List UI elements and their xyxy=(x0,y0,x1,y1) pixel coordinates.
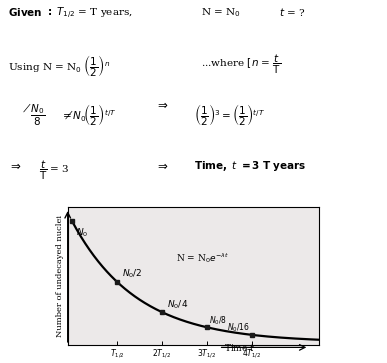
Text: $= \not{N}_0\!\left(\dfrac{1}{2}\right)^{t/T}$: $= \not{N}_0\!\left(\dfrac{1}{2}\right)^… xyxy=(60,102,116,128)
Text: $\mathbf{Time,}$ $\mathit{t}$ $\mathbf{= 3\ T\ years}$: $\mathbf{Time,}$ $\mathit{t}$ $\mathbf{=… xyxy=(194,159,306,172)
Text: N = N$_0$: N = N$_0$ xyxy=(201,6,241,19)
Text: $\dfrac{\not{N}_0}{8}$: $\dfrac{\not{N}_0}{8}$ xyxy=(23,102,46,128)
Text: $\mathbf{Given}$: $\mathbf{Given}$ xyxy=(8,6,42,18)
Text: $\left(\dfrac{1}{2}\right)^3 = \left(\dfrac{1}{2}\right)^{t/T}$: $\left(\dfrac{1}{2}\right)^3 = \left(\df… xyxy=(194,102,264,128)
Text: $\Rightarrow$: $\Rightarrow$ xyxy=(8,159,21,172)
Y-axis label: Number of undecayed nuclei: Number of undecayed nuclei xyxy=(56,215,63,337)
Text: Time $t$: Time $t$ xyxy=(224,342,255,353)
Text: $N_0/16$: $N_0/16$ xyxy=(226,322,250,334)
Text: Using N = N$_0$ $\left(\dfrac{1}{2}\right)^n$: Using N = N$_0$ $\left(\dfrac{1}{2}\righ… xyxy=(8,53,110,79)
Text: $N_0/2$: $N_0/2$ xyxy=(122,267,142,280)
Text: $\dfrac{t}{\mathrm{T}}$ = 3: $\dfrac{t}{\mathrm{T}}$ = 3 xyxy=(39,159,70,182)
Text: $\mathbf{:}$ $T_{1/2}$ = T years,: $\mathbf{:}$ $T_{1/2}$ = T years, xyxy=(45,6,132,21)
Text: $N_0$: $N_0$ xyxy=(76,226,88,239)
Text: $N_0/8$: $N_0/8$ xyxy=(209,314,227,327)
Text: $t$ = ?: $t$ = ? xyxy=(279,6,305,18)
Text: $N_0/4$: $N_0/4$ xyxy=(166,298,188,311)
Text: N = N$_0e^{-\lambda t}$: N = N$_0e^{-\lambda t}$ xyxy=(176,251,229,265)
Text: $\Rightarrow$: $\Rightarrow$ xyxy=(155,98,168,111)
Text: $\Rightarrow$: $\Rightarrow$ xyxy=(155,159,168,172)
Text: ...where $[n$ = $\dfrac{t}{\mathrm{T}}$: ...where $[n$ = $\dfrac{t}{\mathrm{T}}$ xyxy=(201,53,281,76)
